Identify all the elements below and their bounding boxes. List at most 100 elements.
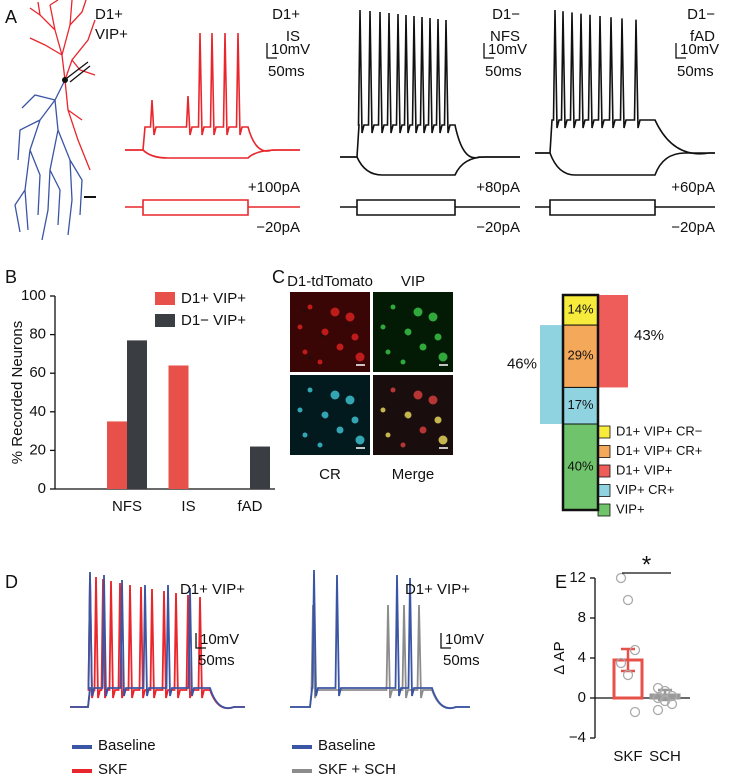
cell [321, 328, 329, 336]
cell [355, 352, 365, 362]
trace [535, 152, 715, 176]
legend-label: D1+ VIP+ [181, 290, 246, 307]
cell [419, 426, 427, 434]
cell [330, 307, 340, 317]
y-axis-label: Δ AP [551, 641, 568, 674]
recording-label: IS [286, 28, 300, 45]
cell [307, 304, 313, 310]
cell [400, 359, 406, 365]
image-label: Merge [392, 466, 435, 483]
data-point [659, 685, 671, 697]
cell [434, 416, 442, 424]
trace [340, 9, 520, 159]
segment-label: 17% [567, 397, 593, 412]
cell [404, 411, 412, 419]
legend-swatch [597, 484, 611, 497]
cell [438, 352, 448, 362]
marker: * [428, 404, 433, 416]
cell [317, 442, 323, 448]
marker: * [308, 354, 313, 366]
bar [127, 340, 147, 489]
trace [70, 571, 245, 709]
recording-label: D1− [492, 6, 520, 23]
recording-label: D1− [687, 6, 715, 23]
cell [330, 390, 340, 400]
cell [317, 359, 323, 365]
legend-label: SKF + SCH [318, 761, 396, 778]
cell [390, 387, 396, 393]
y-axis-label: % Recorded Neurons [9, 321, 26, 464]
step-label: +60pA [671, 179, 715, 196]
recording-label: D1+ VIP+ [180, 581, 245, 598]
data-point [615, 572, 627, 584]
trace [535, 9, 715, 155]
marker: * [302, 308, 307, 320]
cell [351, 333, 359, 341]
stack-frame [561, 293, 600, 512]
recording-label: fAD [690, 28, 715, 45]
x-tick-label: SCH [649, 748, 681, 765]
scale-label: 10mV [271, 41, 310, 58]
marker: * [385, 308, 390, 320]
panel-label: D [5, 572, 18, 592]
legend-swatch [597, 425, 611, 439]
y-tick-label: 0 [38, 480, 46, 497]
image-label: VIP [401, 273, 425, 290]
cell [297, 324, 303, 330]
scale-label: 10mV [445, 631, 484, 648]
bracket-label: 43% [634, 327, 664, 344]
cell [321, 411, 329, 419]
x-tick-label: NFS [112, 498, 142, 515]
neuron-label: D1+ [95, 6, 123, 23]
legend-label: Baseline [98, 737, 156, 754]
panel-label: E [555, 572, 567, 592]
y-tick-label: 100 [21, 287, 46, 304]
trace [125, 32, 300, 152]
cell [380, 407, 386, 413]
image-label: D1-tdTomato [287, 273, 373, 290]
data-point [652, 682, 664, 694]
segment-label: 14% [567, 301, 593, 316]
y-tick-label: 60 [29, 364, 46, 381]
cell [404, 328, 412, 336]
legend-swatch [155, 314, 175, 327]
cell [345, 395, 355, 405]
data-point [659, 695, 671, 707]
y-tick-label: 20 [29, 441, 46, 458]
cell [297, 407, 303, 413]
scale-bar [440, 633, 451, 649]
legend-swatch [155, 292, 175, 305]
trace [290, 569, 470, 709]
cell [413, 307, 423, 317]
current-step [125, 199, 300, 216]
cell [434, 333, 442, 341]
cell [345, 312, 355, 322]
current-step [340, 199, 520, 216]
bracket-bar [540, 325, 563, 424]
marker: * [403, 415, 408, 427]
segment [562, 423, 599, 511]
scale-label: 50ms [677, 63, 714, 80]
legend-label: VIP+ CR+ [616, 482, 675, 497]
bracket-bar [598, 295, 628, 388]
cell [385, 349, 391, 355]
cell [380, 324, 386, 330]
cell [355, 435, 365, 445]
data-point [622, 669, 634, 681]
segment-label: 29% [567, 348, 593, 363]
legend-swatch [597, 503, 611, 517]
legend-label: VIP+ [616, 501, 645, 516]
legend-swatch [597, 464, 611, 478]
marker: * [391, 437, 396, 449]
scale-label: 50ms [198, 652, 235, 669]
data-point [629, 644, 641, 656]
y-tick-label: 8 [578, 609, 586, 626]
legend-swatch [597, 445, 611, 458]
legend-label: SKF [98, 761, 127, 778]
bar [168, 365, 189, 489]
scale-bar [195, 633, 206, 649]
marker: * [345, 321, 350, 333]
x-tick-label: fAD [237, 498, 262, 515]
cell [413, 390, 423, 400]
bracket-label: 46% [507, 356, 537, 373]
